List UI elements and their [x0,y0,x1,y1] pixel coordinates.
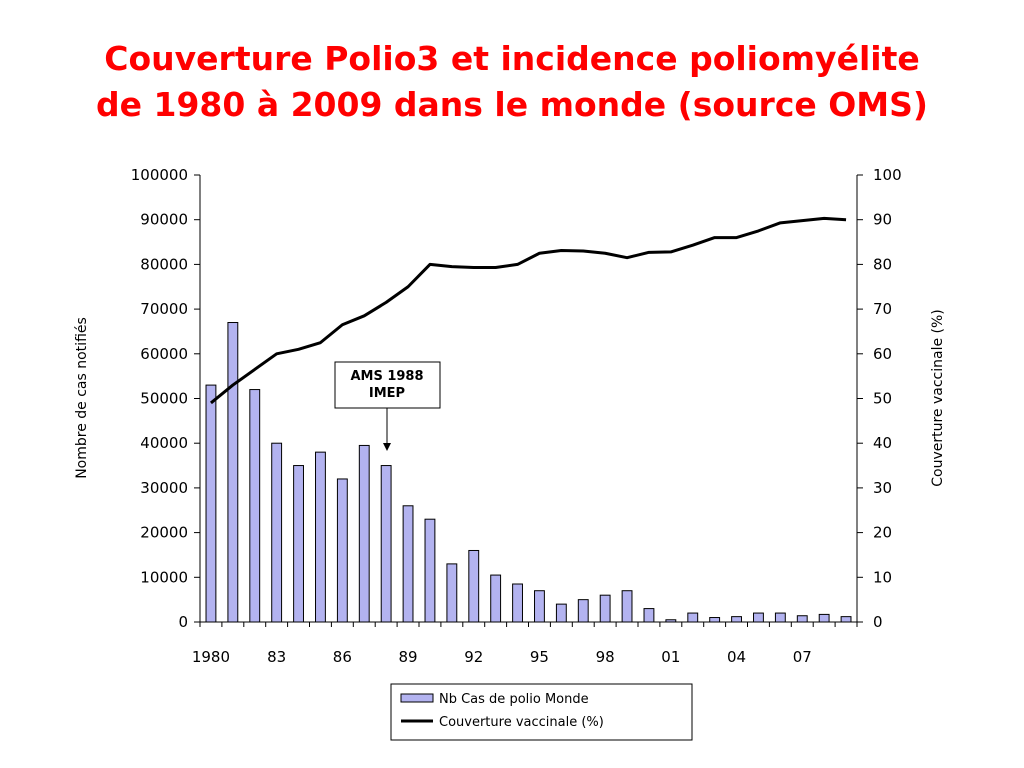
annotation-box [334,361,441,409]
y-left-tick-label: 100000 [131,166,188,184]
annotation-arrowhead [383,443,391,451]
y-left-tick-label: 0 [178,613,188,631]
bar-1987 [358,444,370,623]
bar-2008 [818,613,830,623]
y-right-tick-label: 70 [873,300,892,318]
bar-1990 [424,518,436,623]
bar-1994 [512,583,523,623]
x-tick-label: 07 [793,648,812,666]
legend-bar-swatch [400,693,434,703]
y-axis-right-label: Couverture vaccinale (%) [930,309,946,487]
x-tick-label: 86 [333,648,352,666]
x-tick-label: 95 [530,648,549,666]
y-left-tick-label: 50000 [140,390,188,408]
y-right-tick-label: 10 [873,568,892,586]
bar-1983 [271,442,283,623]
y-axis-left-label: Nombre de cas notifiés [74,317,90,479]
y-left-tick-label: 90000 [140,211,188,229]
bar-1992 [468,549,480,623]
y-right-tick-label: 50 [873,390,892,408]
x-tick-label: 89 [399,648,418,666]
y-left-tick-label: 30000 [140,479,188,497]
bar-2002 [687,612,699,623]
axes-group: 0100002000030000400005000060000700008000… [131,166,902,666]
bar-1993 [490,574,502,623]
annotation-line-2: IMEP [369,386,405,401]
bar-1980 [205,384,217,623]
y-right-tick-label: 80 [873,255,892,273]
y-right-tick-label: 0 [873,613,883,631]
title-line-2: de 1980 à 2009 dans le monde (source OMS… [96,85,928,124]
bar-2000 [643,608,655,623]
bar-1995 [534,590,545,623]
y-left-tick-label: 60000 [140,345,188,363]
annotation-line-1: AMS 1988 [350,369,423,384]
bar-1999 [621,590,633,623]
y-left-tick-label: 20000 [140,524,188,542]
bar-1991 [446,563,458,623]
legend-box [390,683,693,741]
line-group [210,216,847,405]
bar-1996 [555,603,567,623]
bar-1989 [402,505,414,623]
bar-1982 [249,389,261,623]
bar-2004 [731,616,742,623]
y-left-tick-label: 40000 [140,434,188,452]
y-right-tick-label: 100 [873,166,902,184]
bar-1997 [577,599,589,623]
legend-label-bars: Nb Cas de polio Monde [439,692,589,707]
y-left-tick-label: 10000 [140,568,188,586]
bar-1988 [380,465,392,623]
y-right-tick-label: 20 [873,524,892,542]
x-tick-label: 92 [464,648,483,666]
bar-1986 [336,478,348,623]
bar-1998 [599,594,611,623]
coverage-line [210,216,847,405]
y-right-tick-label: 40 [873,434,892,452]
title-line-1: Couverture Polio3 et incidence poliomyél… [104,39,920,78]
y-left-tick-label: 80000 [140,255,188,273]
bar-1984 [293,465,304,623]
x-tick-label: 83 [267,648,286,666]
bars-group [205,322,852,623]
y-right-tick-label: 60 [873,345,892,363]
bar-1985 [315,451,326,623]
bar-2005 [753,612,764,623]
bar-2009 [840,616,852,623]
legend-label-line: Couverture vaccinale (%) [439,715,604,730]
bar-1981 [227,322,239,623]
annotation: AMS 1988 IMEP [334,361,441,451]
chart-title: Couverture Polio3 et incidence poliomyél… [0,36,1024,128]
bar-2007 [796,615,808,623]
legend: Nb Cas de polio Monde Couverture vaccina… [390,683,693,741]
x-tick-label: 98 [596,648,615,666]
y-right-tick-label: 90 [873,211,892,229]
y-left-tick-label: 70000 [140,300,188,318]
x-tick-label: 1980 [192,648,230,666]
bar-2003 [709,617,721,623]
bar-2006 [774,612,786,623]
x-tick-label: 04 [727,648,746,666]
y-right-tick-label: 30 [873,479,892,497]
x-tick-label: 01 [661,648,680,666]
